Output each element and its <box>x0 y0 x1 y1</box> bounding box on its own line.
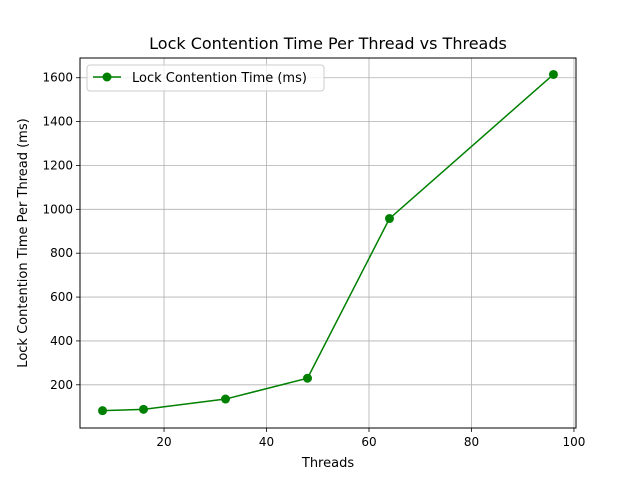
y-tick-label: 400 <box>50 334 73 348</box>
series-layer <box>98 69 558 416</box>
x-axis-label: Threads <box>301 456 354 471</box>
data-point <box>98 406 108 416</box>
legend: Lock Contention Time (ms) <box>86 64 325 92</box>
legend-label: Lock Contention Time (ms) <box>132 71 307 86</box>
series-line <box>102 73 554 412</box>
data-point <box>548 69 558 79</box>
plot-frame <box>79 57 577 429</box>
y-tick-label: 1600 <box>42 71 73 85</box>
legend-box <box>86 64 325 92</box>
y-tick-label: 200 <box>50 378 73 392</box>
x-tick-label: 20 <box>156 435 171 449</box>
y-tick-label: 1400 <box>42 115 73 129</box>
y-tick-label: 1000 <box>42 202 73 216</box>
x-tick-label: 80 <box>464 435 479 449</box>
grid <box>80 58 576 428</box>
data-point <box>384 214 394 224</box>
chart-title: Lock Contention Time Per Thread vs Threa… <box>149 34 507 53</box>
x-axis-ticks: 20 40 60 80 100 <box>156 428 585 449</box>
y-axis-ticks: 200 400 600 800 1000 1200 1400 1600 <box>42 71 80 392</box>
data-point <box>221 394 231 404</box>
y-tick-label: 800 <box>50 246 73 260</box>
data-point <box>139 404 149 414</box>
y-axis-label: Lock Contention Time Per Thread (ms) <box>16 118 31 367</box>
y-tick-label: 600 <box>50 290 73 304</box>
data-point <box>303 373 313 383</box>
x-tick-label: 40 <box>259 435 274 449</box>
y-tick-label: 1200 <box>42 158 73 172</box>
x-tick-label: 60 <box>361 435 376 449</box>
legend-marker-swatch <box>102 72 112 82</box>
x-tick-label: 100 <box>562 435 585 449</box>
